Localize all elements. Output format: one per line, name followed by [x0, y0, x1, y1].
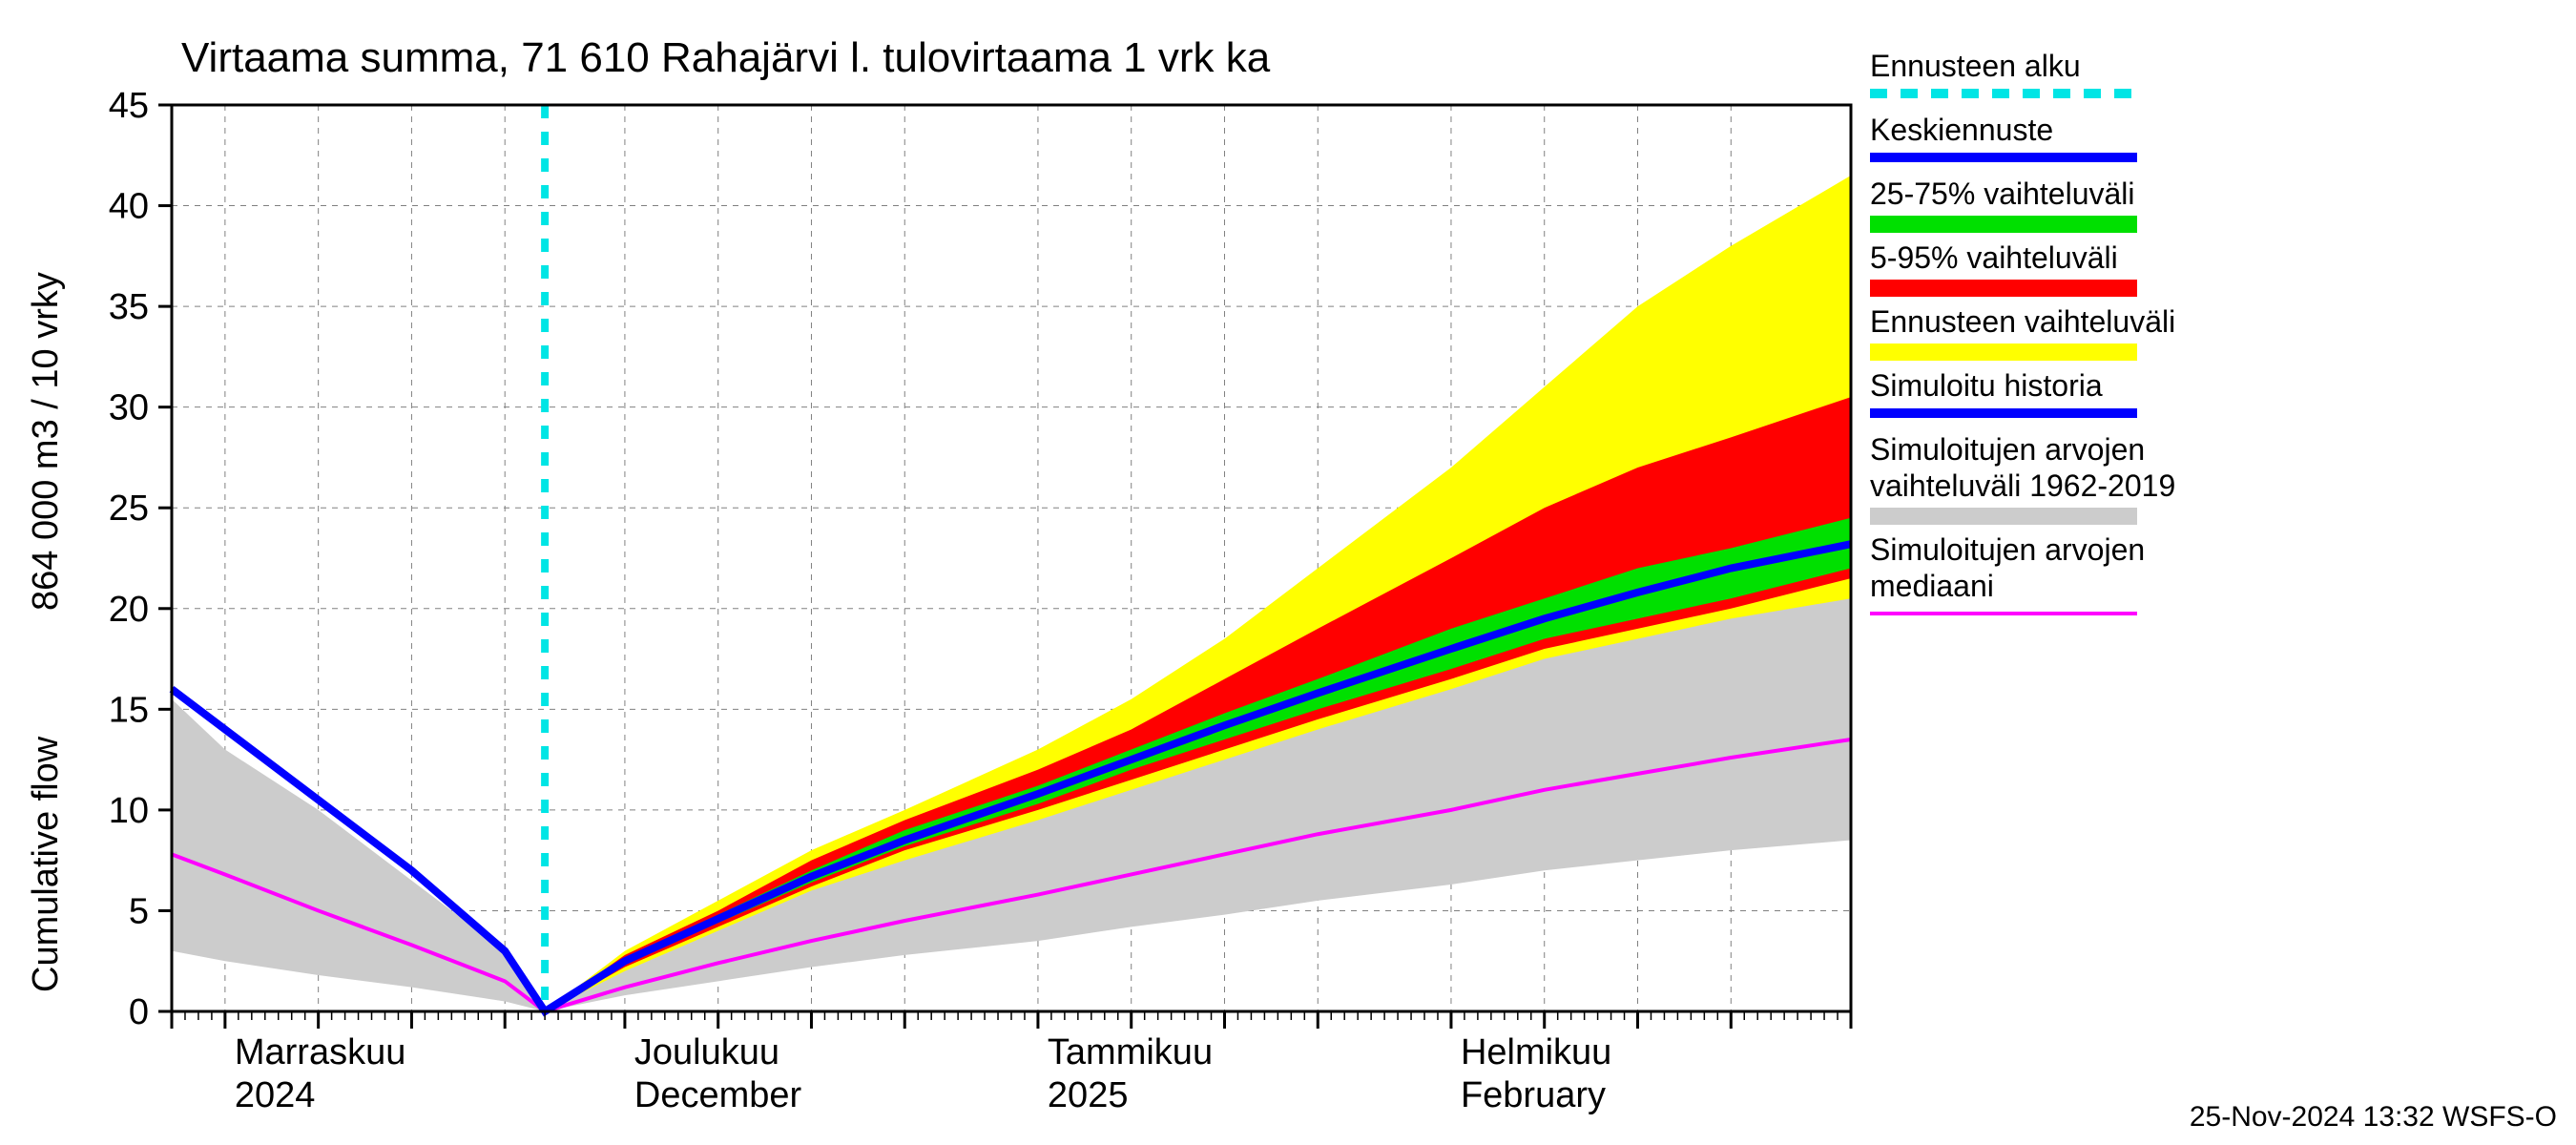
ytick-label: 40	[109, 187, 149, 227]
chart-footer: 25-Nov-2024 13:32 WSFS-O	[2190, 1101, 2557, 1133]
legend-label: 25-75% vaihteluväli	[1870, 177, 2135, 211]
legend-label: Simuloitujen arvojen	[1870, 532, 2145, 567]
legend-swatch	[1870, 216, 2137, 233]
legend-swatch	[1870, 280, 2137, 297]
chart-container: 051015202530354045Marraskuu2024JoulukuuD…	[0, 0, 2576, 1145]
legend-label: Ennusteen alku	[1870, 49, 2081, 83]
x-month-label: Helmikuu	[1461, 1032, 1611, 1072]
x-month-label: Joulukuu	[634, 1032, 779, 1072]
legend-swatch	[1870, 344, 2137, 361]
legend-label: 5-95% vaihteluväli	[1870, 240, 2118, 275]
legend-label: mediaani	[1870, 569, 1994, 603]
ytick-label: 45	[109, 86, 149, 126]
ylabel-2: 864 000 m3 / 10 vrky	[26, 272, 66, 611]
x-month-label: Marraskuu	[235, 1032, 406, 1072]
legend-label: vaihteluväli 1962-2019	[1870, 468, 2175, 503]
chart-svg: 051015202530354045Marraskuu2024JoulukuuD…	[0, 0, 2576, 1145]
chart-title: Virtaama summa, 71 610 Rahajärvi l. tulo…	[181, 34, 1271, 81]
ytick-label: 15	[109, 690, 149, 730]
x-month-label2: December	[634, 1075, 802, 1115]
ytick-label: 25	[109, 489, 149, 529]
ytick-label: 0	[129, 992, 149, 1032]
legend-label: Simuloitu historia	[1870, 368, 2103, 403]
legend-label: Simuloitujen arvojen	[1870, 432, 2145, 467]
ytick-label: 20	[109, 590, 149, 630]
ylabel-1: Cumulative flow	[26, 736, 66, 992]
legend-label: Ennusteen vaihteluväli	[1870, 304, 2175, 339]
x-month-label2: 2024	[235, 1075, 316, 1115]
legend-label: Keskiennuste	[1870, 113, 2053, 147]
ytick-label: 10	[109, 791, 149, 831]
ytick-label: 30	[109, 388, 149, 428]
x-month-label: Tammikuu	[1048, 1032, 1213, 1072]
ytick-label: 35	[109, 287, 149, 327]
legend-swatch	[1870, 508, 2137, 525]
x-month-label2: February	[1461, 1075, 1606, 1115]
x-month-label2: 2025	[1048, 1075, 1129, 1115]
ytick-label: 5	[129, 891, 149, 931]
